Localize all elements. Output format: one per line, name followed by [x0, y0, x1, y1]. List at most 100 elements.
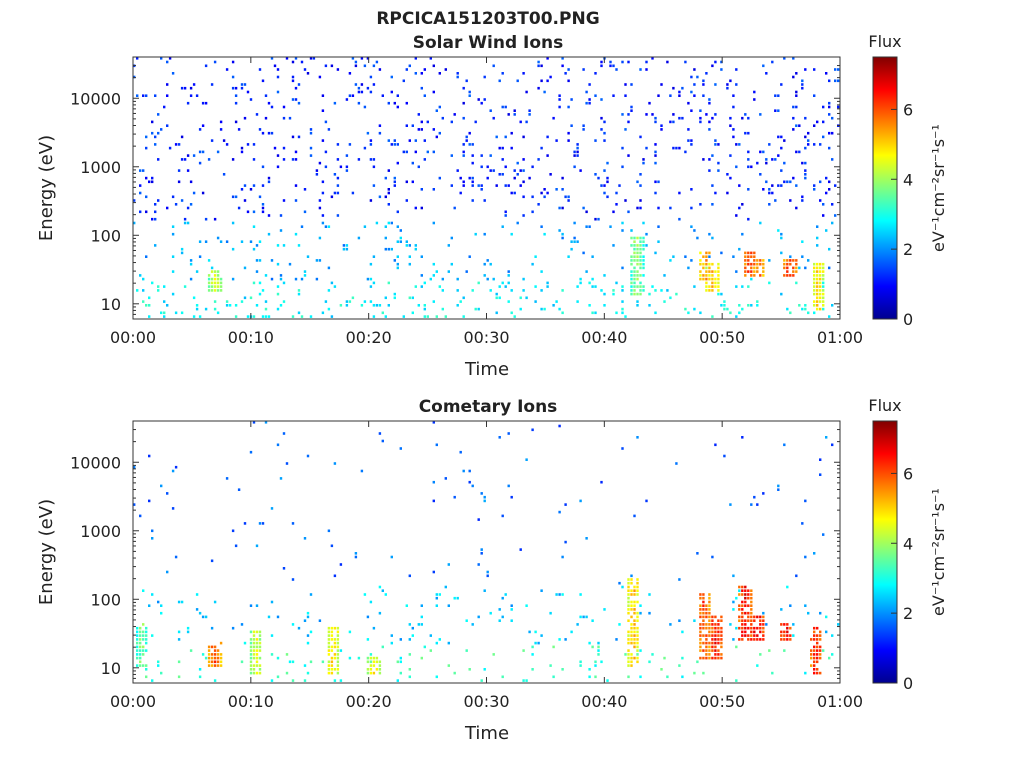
spectrogram-cell [501, 146, 504, 150]
spectrogram-cell [741, 634, 744, 637]
spectrogram-cell [453, 206, 456, 210]
spectrogram-cell [363, 146, 367, 150]
spectrogram-cell [258, 128, 262, 131]
spectrogram-cell [564, 195, 567, 199]
spectrogram-cell [690, 259, 693, 262]
x-tick-label: 01:00 [817, 692, 863, 711]
spectrogram-cell [561, 593, 564, 596]
spectrogram-cell [258, 281, 262, 285]
spectrogram-cell [621, 229, 624, 232]
spectrogram-cell [714, 281, 717, 285]
spectrogram-cell [798, 124, 801, 127]
spectrogram-cell [255, 244, 259, 247]
spectrogram-cell [651, 285, 654, 288]
spectrogram-cell [594, 285, 597, 288]
spectrogram-cell [525, 604, 528, 607]
spectrogram-cell [243, 296, 247, 300]
spectrogram-cell [264, 421, 268, 424]
spectrogram-cell [831, 203, 834, 206]
spectrogram-cell [555, 139, 558, 142]
spectrogram-cell [204, 656, 208, 660]
spectrogram-cell [360, 83, 364, 86]
spectrogram-cell [819, 281, 822, 285]
colorbar-gradient [872, 420, 898, 684]
spectrogram-cell [498, 285, 501, 288]
spectrogram-cell [270, 57, 274, 60]
spectrogram-cell [225, 143, 229, 146]
spectrogram-cell [151, 537, 154, 540]
spectrogram-cell [813, 664, 816, 667]
spectrogram-cell [615, 638, 618, 641]
spectrogram-cell [585, 537, 588, 540]
spectrogram-cell [145, 146, 148, 150]
spectrogram-cell [348, 72, 352, 75]
spectrogram-cell [471, 154, 474, 157]
spectrogram-cell [579, 615, 582, 619]
spectrogram-cell [675, 462, 678, 465]
spectrogram-cell [294, 199, 298, 202]
spectrogram-cell [267, 232, 271, 236]
spectrogram-cell [627, 611, 630, 615]
spectrogram-cell [552, 304, 555, 307]
spectrogram-cell [432, 128, 435, 131]
spectrogram-cell [738, 304, 741, 307]
spectrogram-cell [483, 262, 486, 266]
spectrogram-cell [813, 124, 816, 127]
spectrogram-cell [136, 664, 139, 667]
spectrogram-cell [630, 259, 633, 262]
spectrogram-cell [738, 626, 741, 630]
spectrogram-cell [354, 64, 358, 68]
spectrogram-cell [396, 679, 399, 682]
spectrogram-cell [213, 664, 217, 667]
spectrogram-cell [711, 64, 714, 68]
spectrogram-cell [792, 274, 795, 277]
spectrogram-cell [786, 585, 789, 589]
spectrogram-cell [414, 139, 417, 142]
spectrogram-cell [201, 653, 205, 656]
spectrogram-cell [561, 668, 564, 671]
spectrogram-cell [741, 630, 744, 634]
spectrogram-cell [729, 176, 732, 180]
spectrogram-cell [171, 195, 175, 199]
spectrogram-cell [252, 158, 256, 161]
spectrogram-cell [681, 116, 684, 120]
spectrogram-cell [741, 307, 744, 311]
spectrogram-cell [210, 626, 214, 630]
spectrogram-cell [801, 522, 804, 525]
spectrogram-cell [708, 101, 711, 105]
spectrogram-cell [405, 199, 408, 202]
spectrogram-cell [579, 281, 582, 285]
spectrogram-cell [438, 105, 441, 109]
spectrogram-cell [249, 188, 253, 191]
spectrogram-cell [411, 124, 414, 127]
spectrogram-cell [426, 315, 429, 318]
spectrogram-cell [642, 247, 645, 251]
spectrogram-cell [657, 206, 660, 210]
spectrogram-cell [831, 131, 834, 135]
spectrogram-cell [714, 630, 717, 634]
spectrogram-cell [756, 300, 759, 303]
spectrogram-cell [702, 671, 705, 675]
spectrogram-cell [372, 304, 376, 307]
spectrogram-cell [510, 232, 513, 236]
spectrogram-cell [735, 315, 738, 318]
spectrogram-cell [282, 244, 286, 247]
spectrogram-cell [255, 544, 259, 548]
spectrogram-cell [705, 285, 708, 288]
spectrogram-cell [594, 217, 597, 221]
spectrogram-cell [456, 277, 459, 281]
spectrogram-cell [507, 281, 510, 285]
spectrogram-cell [294, 158, 298, 161]
spectrogram-cell [678, 146, 681, 150]
spectrogram-cell [630, 664, 633, 667]
spectrogram-cell [186, 206, 190, 210]
spectrogram-cell [213, 653, 217, 656]
spectrogram-cell [678, 90, 681, 94]
spectrogram-cell [252, 281, 256, 285]
spectrogram-cell [369, 671, 373, 675]
spectrogram-cell [219, 660, 223, 664]
spectrogram-cell [399, 660, 402, 664]
spectrogram-cell [207, 259, 211, 262]
spectrogram-cell [777, 488, 780, 491]
spectrogram-cell [369, 143, 373, 146]
